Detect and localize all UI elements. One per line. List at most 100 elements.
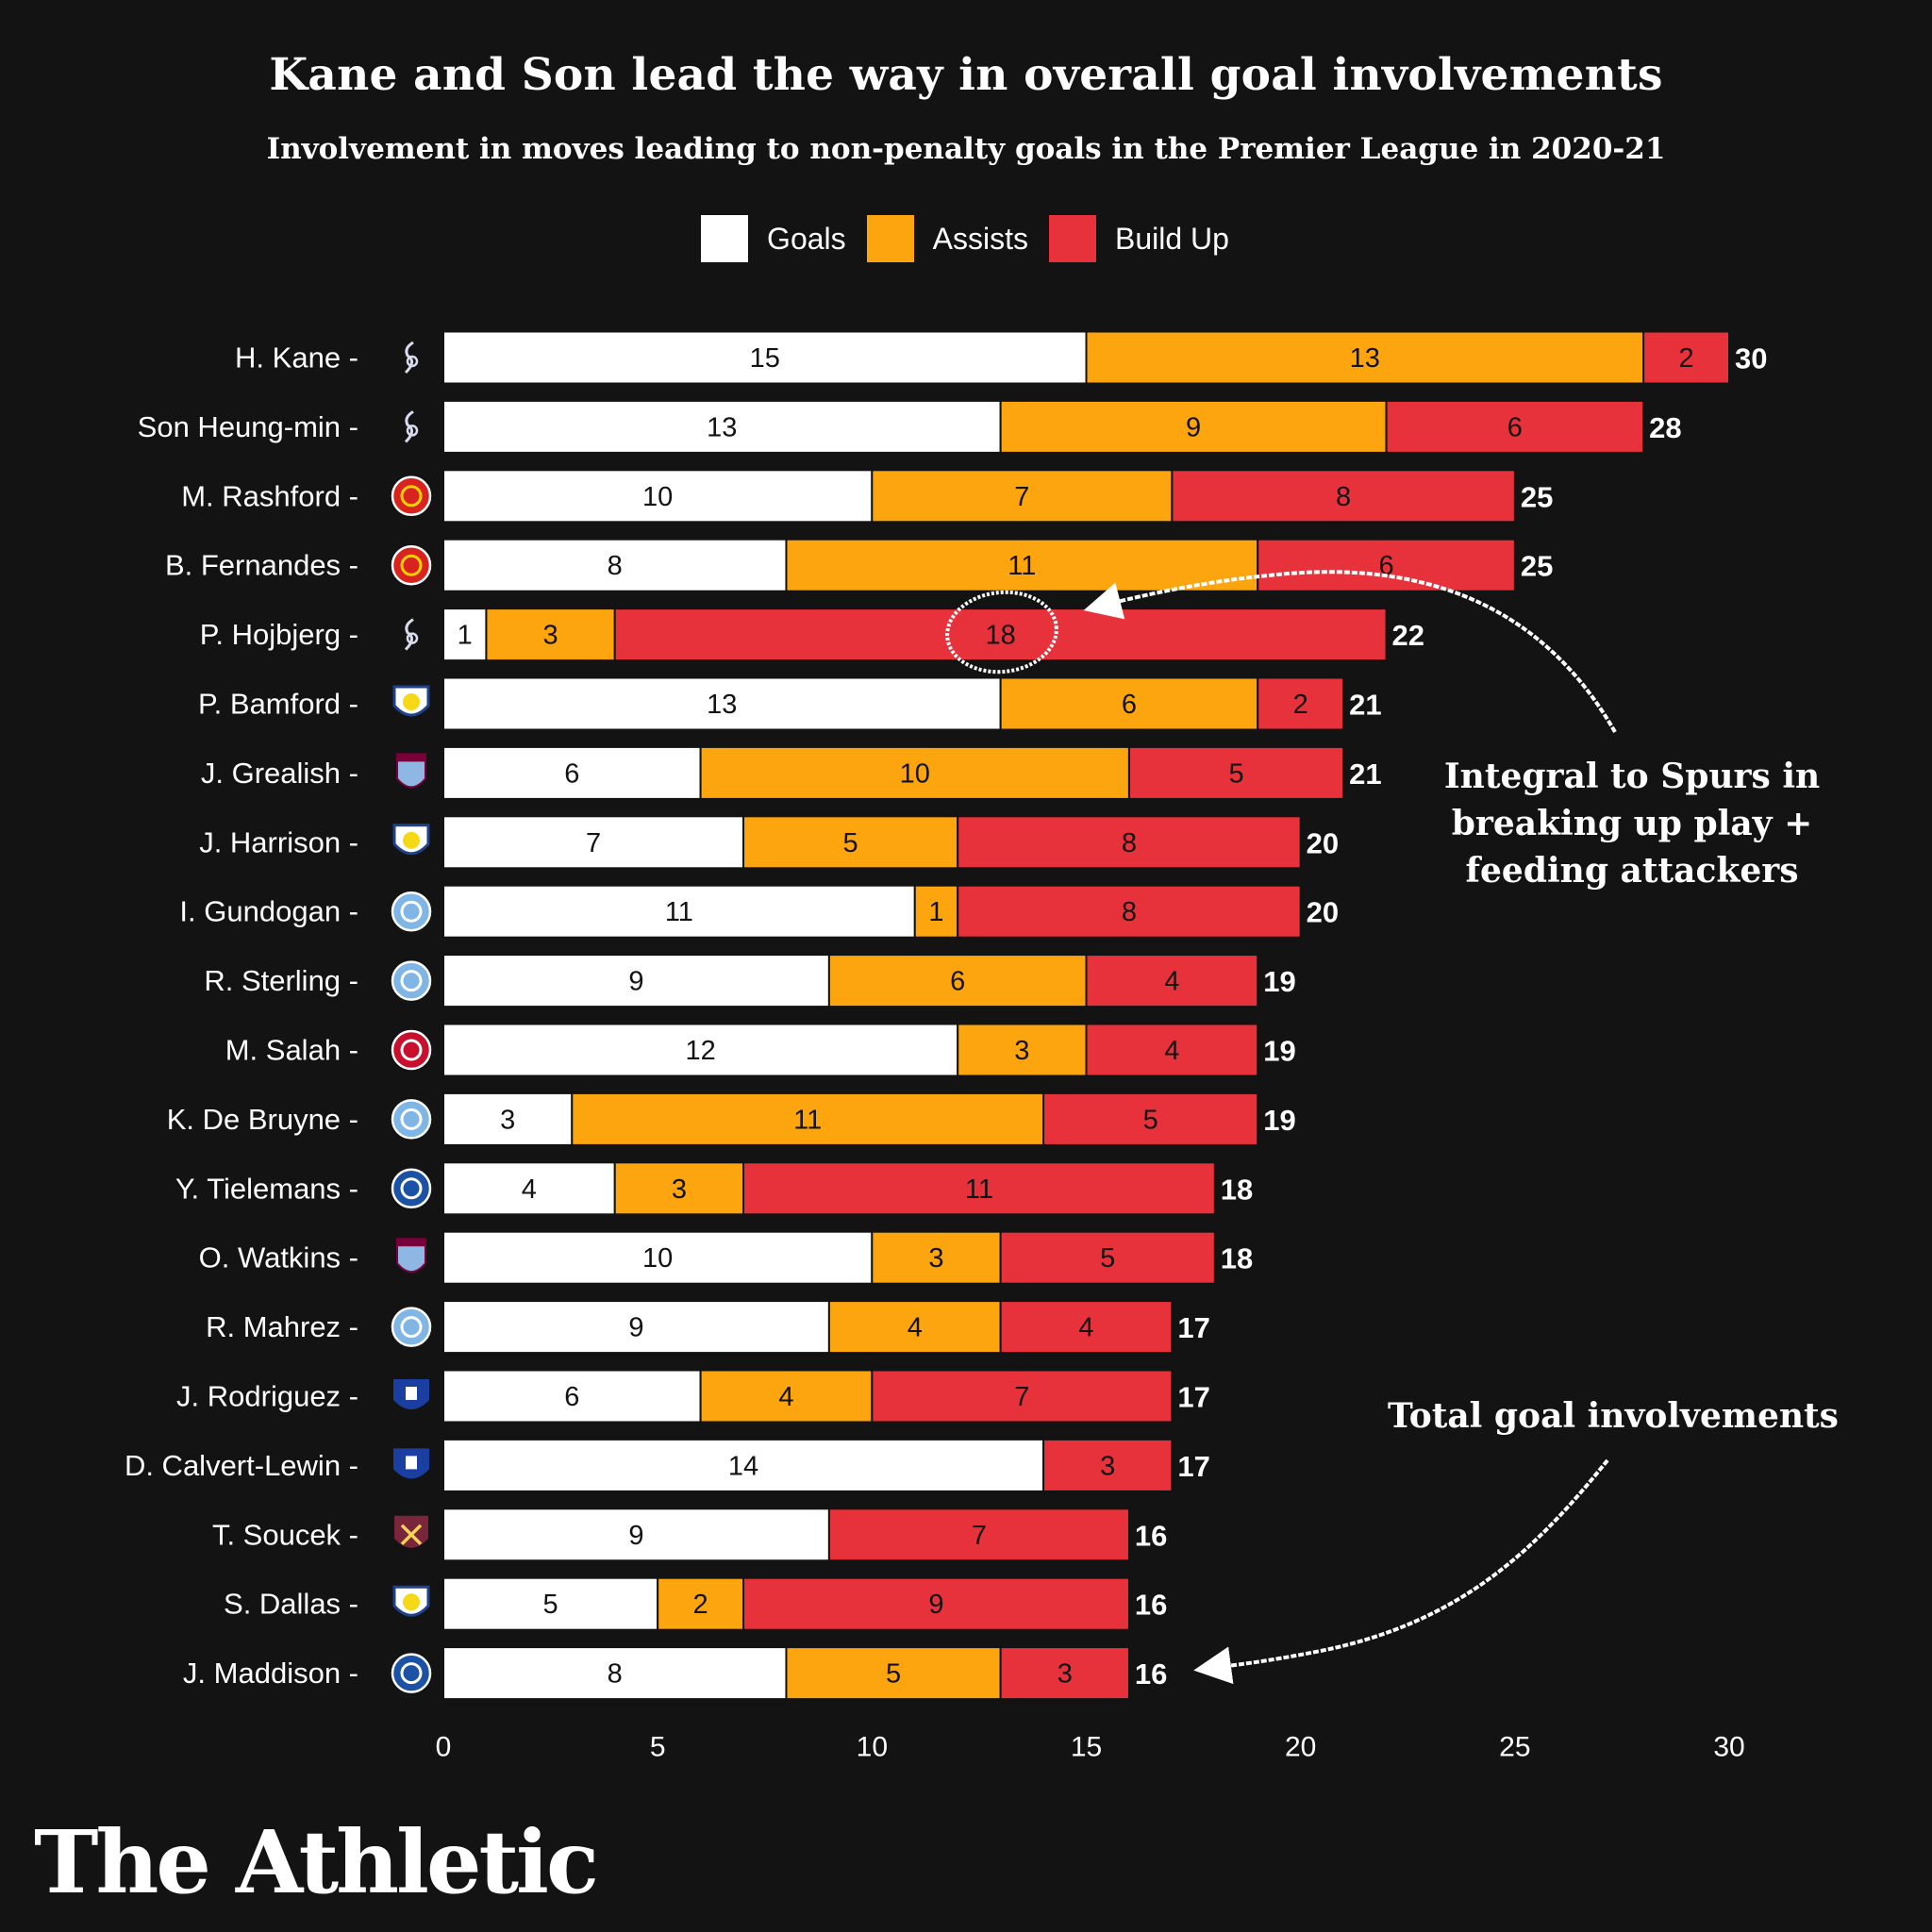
bar-value-label-goals: 12 <box>685 1036 715 1066</box>
total-label: 22 <box>1392 619 1424 652</box>
player-name-label: J. Maddison - <box>183 1657 358 1690</box>
liverpool-crest-icon <box>391 1029 432 1071</box>
bar-value-label-build-up: 18 <box>986 621 1016 651</box>
bar-value-label-build-up: 8 <box>1336 482 1351 512</box>
bar-segment-assists <box>957 1023 1088 1077</box>
bar-value-label-goals: 11 <box>665 897 693 927</box>
crest-shape <box>391 960 432 1001</box>
legend: Goals Assists Build Up <box>0 213 1932 264</box>
player-name-label: H. Kane - <box>235 341 358 375</box>
bar-value-label-goals: 10 <box>642 1243 673 1274</box>
crest-inner <box>400 970 423 992</box>
bar-segment-assists <box>1085 330 1645 385</box>
total-label: 19 <box>1263 965 1295 998</box>
bar-value-label-goals: 15 <box>750 343 780 374</box>
bar-value-label-goals: 8 <box>608 1659 623 1690</box>
crest-band <box>397 754 425 762</box>
player-name-label: J. Grealish - <box>201 757 358 790</box>
bar-segment-goals <box>442 330 1088 385</box>
player-row: K. De Bruyne - 3 11 5 19 <box>167 1091 1296 1146</box>
tottenham-crest-icon <box>404 410 419 443</box>
player-name-label: J. Rodriguez - <box>176 1380 358 1413</box>
total-label: 30 <box>1735 342 1767 375</box>
bar-segment-build-up <box>1257 676 1345 731</box>
total-label: 19 <box>1263 1104 1295 1137</box>
bar-segment-build-up <box>1385 399 1645 454</box>
player-name-label: P. Hojbjerg - <box>200 618 358 651</box>
player-row: S. Dallas - 5 2 9 16 <box>224 1576 1167 1631</box>
bar-segment-goals <box>442 538 788 592</box>
player-row: J. Harrison - 7 5 8 20 <box>199 815 1339 870</box>
chart-subtitle: Involvement in moves leading to non-pena… <box>266 132 1666 166</box>
legend-swatch-assists <box>864 213 916 264</box>
bar-value-label-assists: 11 <box>793 1105 822 1135</box>
bar-value-label-assists: 7 <box>1014 482 1029 512</box>
bar-segment-build-up <box>999 1646 1130 1701</box>
crest-ball <box>406 355 419 368</box>
total-label: 25 <box>1521 550 1553 583</box>
bar-value-label-build-up: 11 <box>965 1174 993 1205</box>
legend-label-assists: Assists <box>932 221 1028 256</box>
bar-value-label-goals: 9 <box>628 967 643 997</box>
crest-inner <box>400 1108 423 1130</box>
bar-segment-build-up <box>871 1369 1174 1424</box>
bar-value-label-goals: 10 <box>642 482 673 512</box>
bar-value-label-goals: 6 <box>564 758 579 789</box>
bar-value-label-assists: 3 <box>672 1174 687 1205</box>
legend-swatch-build-up <box>1046 213 1098 264</box>
bar-value-label-build-up: 4 <box>1164 1036 1179 1066</box>
player-name-label: O. Watkins - <box>199 1241 358 1274</box>
player-name-label: K. De Bruyne - <box>167 1103 358 1136</box>
crest-ball <box>406 632 419 644</box>
bar-value-label-assists: 11 <box>1008 551 1036 581</box>
crest-shape <box>391 891 432 932</box>
bar-value-label-build-up: 2 <box>1678 343 1693 374</box>
bar-segment-goals <box>442 1230 874 1285</box>
bar-value-label-build-up: 3 <box>1100 1451 1115 1481</box>
total-label: 18 <box>1221 1242 1253 1275</box>
crest-inner <box>400 1316 423 1339</box>
bar-segment-goals <box>442 1091 574 1146</box>
bar-value-label-goals: 1 <box>458 621 473 651</box>
total-label: 28 <box>1649 411 1681 444</box>
player-name-label: R. Sterling - <box>204 964 358 997</box>
tottenham-crest-icon <box>404 341 419 375</box>
crest-rose <box>403 831 420 849</box>
bar-segment-build-up <box>1042 1091 1259 1146</box>
bar-value-label-build-up: 8 <box>1122 897 1137 927</box>
legend-label-build-up: Build Up <box>1114 221 1229 256</box>
x-tick-label: 5 <box>650 1732 666 1763</box>
bar-segment-goals <box>442 1576 659 1631</box>
bar-segment-assists <box>999 399 1388 454</box>
bar-segment-assists <box>913 884 959 939</box>
player-name-label: D. Calvert-Lewin - <box>125 1449 358 1482</box>
crest-ball <box>406 425 419 437</box>
crest-shape <box>396 753 426 789</box>
leeds-crest-icon <box>392 685 430 717</box>
bar-segment-assists <box>827 954 1088 1008</box>
bar-value-label-build-up: 5 <box>1228 758 1243 789</box>
bar-segment-assists <box>785 538 1259 592</box>
x-tick-label: 10 <box>857 1732 888 1763</box>
bar-value-label-build-up: 6 <box>1507 412 1523 442</box>
bar-value-label-assists: 3 <box>543 621 558 651</box>
legend-item-build-up: Build Up <box>1046 213 1233 264</box>
bar-value-label-assists: 5 <box>886 1659 901 1690</box>
leicester-crest-icon <box>391 1653 432 1693</box>
annotation-arrow-hojbjerg <box>1083 570 1617 733</box>
crest-shape <box>391 1029 432 1071</box>
annotation-arrow-total <box>1193 1458 1609 1685</box>
leeds-crest-icon <box>392 824 430 856</box>
crest-inner <box>400 1177 423 1200</box>
crest-inner <box>400 1039 423 1061</box>
man-united-crest-icon <box>391 544 432 586</box>
bar-value-label-goals: 14 <box>728 1451 758 1481</box>
bar-segment-goals <box>442 1369 702 1424</box>
player-row: T. Soucek - 9 7 16 <box>212 1507 1167 1562</box>
crest-shape <box>391 1653 432 1693</box>
total-label: 21 <box>1349 758 1381 791</box>
bar-value-label-assists: 2 <box>693 1590 708 1620</box>
bar-segment-build-up <box>1085 954 1259 1008</box>
bar-value-label-assists: 6 <box>950 967 965 997</box>
bar-segment-build-up <box>827 1507 1130 1562</box>
